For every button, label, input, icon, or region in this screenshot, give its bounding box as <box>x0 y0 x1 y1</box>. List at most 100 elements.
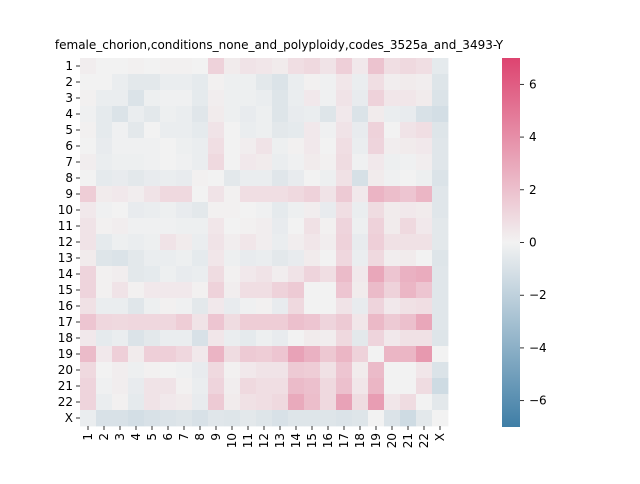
heatmap-cell <box>160 362 177 379</box>
row-tick-label: 6 <box>65 139 73 153</box>
heatmap-cell <box>320 154 337 171</box>
heatmap-cell <box>96 218 113 235</box>
heatmap-cell <box>224 138 241 155</box>
heatmap-cell <box>208 122 225 139</box>
heatmap-cell <box>192 170 209 187</box>
heatmap-cell <box>432 138 449 155</box>
heatmap-cell <box>176 90 193 107</box>
heatmap-cell <box>128 298 145 315</box>
heatmap-cell <box>304 58 321 75</box>
heatmap-cell <box>400 346 417 363</box>
heatmap-cell <box>160 154 177 171</box>
heatmap-cell <box>144 58 161 75</box>
heatmap-cell <box>144 362 161 379</box>
heatmap-cell <box>80 362 97 379</box>
heatmap-cell <box>272 282 289 299</box>
heatmap-cell <box>144 122 161 139</box>
heatmap-cell <box>208 74 225 91</box>
heatmap-cell <box>144 234 161 251</box>
heatmap-cell <box>272 330 289 347</box>
heatmap-cell <box>384 250 401 267</box>
heatmap-cell <box>288 266 305 283</box>
heatmap-cell <box>416 282 433 299</box>
heatmap-cell <box>416 90 433 107</box>
heatmap-cell <box>240 90 257 107</box>
heatmap-cell <box>432 170 449 187</box>
heatmap-cell <box>160 186 177 203</box>
heatmap-cell <box>384 330 401 347</box>
heatmap-cell <box>400 58 417 75</box>
heatmap-cell <box>128 346 145 363</box>
heatmap-cell <box>96 74 113 91</box>
heatmap-cell <box>432 394 449 411</box>
heatmap-cell <box>288 410 305 427</box>
heatmap-cell <box>352 250 369 267</box>
heatmap-cell <box>112 410 129 427</box>
heatmap-cell <box>128 314 145 331</box>
heatmap-cell <box>304 330 321 347</box>
heatmap-cell <box>352 394 369 411</box>
heatmap-cell <box>416 218 433 235</box>
heatmap-cell <box>224 410 241 427</box>
column-tick-label: 13 <box>273 433 287 448</box>
heatmap-cell <box>176 394 193 411</box>
heatmap-cell <box>256 74 273 91</box>
heatmap-cell <box>128 154 145 171</box>
heatmap-cell <box>272 170 289 187</box>
heatmap-cell <box>304 122 321 139</box>
heatmap-cell <box>112 282 129 299</box>
heatmap-cell <box>384 234 401 251</box>
heatmap-cell <box>400 138 417 155</box>
heatmap-cell <box>256 250 273 267</box>
heatmap-cell <box>336 362 353 379</box>
heatmap-cell <box>384 138 401 155</box>
heatmap-cell <box>432 378 449 395</box>
heatmap-cell <box>224 330 241 347</box>
heatmap-cell <box>384 346 401 363</box>
heatmap-cell <box>288 122 305 139</box>
heatmap-cell <box>192 138 209 155</box>
heatmap-cell <box>128 410 145 427</box>
heatmap-cell <box>304 410 321 427</box>
heatmap-cell <box>400 394 417 411</box>
heatmap-cell <box>352 186 369 203</box>
heatmap-cell <box>288 90 305 107</box>
row-tick-label: 8 <box>65 171 73 185</box>
heatmap-cell <box>80 74 97 91</box>
heatmap-cell <box>160 74 177 91</box>
heatmap-cell <box>128 394 145 411</box>
column-tick-label: 5 <box>145 433 159 441</box>
heatmap-cell <box>176 378 193 395</box>
column-tick-label: 15 <box>305 433 319 448</box>
heatmap-cell <box>336 138 353 155</box>
heatmap-cell <box>224 362 241 379</box>
heatmap-cell <box>256 330 273 347</box>
heatmap-cell <box>288 202 305 219</box>
heatmap-cell <box>304 378 321 395</box>
heatmap-cell <box>112 138 129 155</box>
heatmap-cell <box>352 154 369 171</box>
heatmap-cell <box>176 282 193 299</box>
heatmap-cell <box>416 74 433 91</box>
heatmap-cell <box>400 314 417 331</box>
heatmap-cell <box>192 378 209 395</box>
heatmap-cell <box>256 58 273 75</box>
heatmap-cell <box>368 186 385 203</box>
heatmap-cell <box>384 90 401 107</box>
heatmap-cell <box>144 218 161 235</box>
heatmap-cell <box>96 330 113 347</box>
heatmap-cell <box>304 74 321 91</box>
heatmap-cell <box>256 362 273 379</box>
heatmap-cell <box>400 170 417 187</box>
heatmap-cell <box>128 362 145 379</box>
row-tick-label: 5 <box>65 123 73 137</box>
column-tick-label: X <box>433 433 447 441</box>
heatmap-cell <box>320 346 337 363</box>
heatmap-cell <box>80 250 97 267</box>
heatmap-cell <box>320 74 337 91</box>
heatmap-cell <box>80 266 97 283</box>
heatmap-cell <box>192 106 209 123</box>
heatmap-cell <box>176 154 193 171</box>
heatmap-cell <box>176 234 193 251</box>
